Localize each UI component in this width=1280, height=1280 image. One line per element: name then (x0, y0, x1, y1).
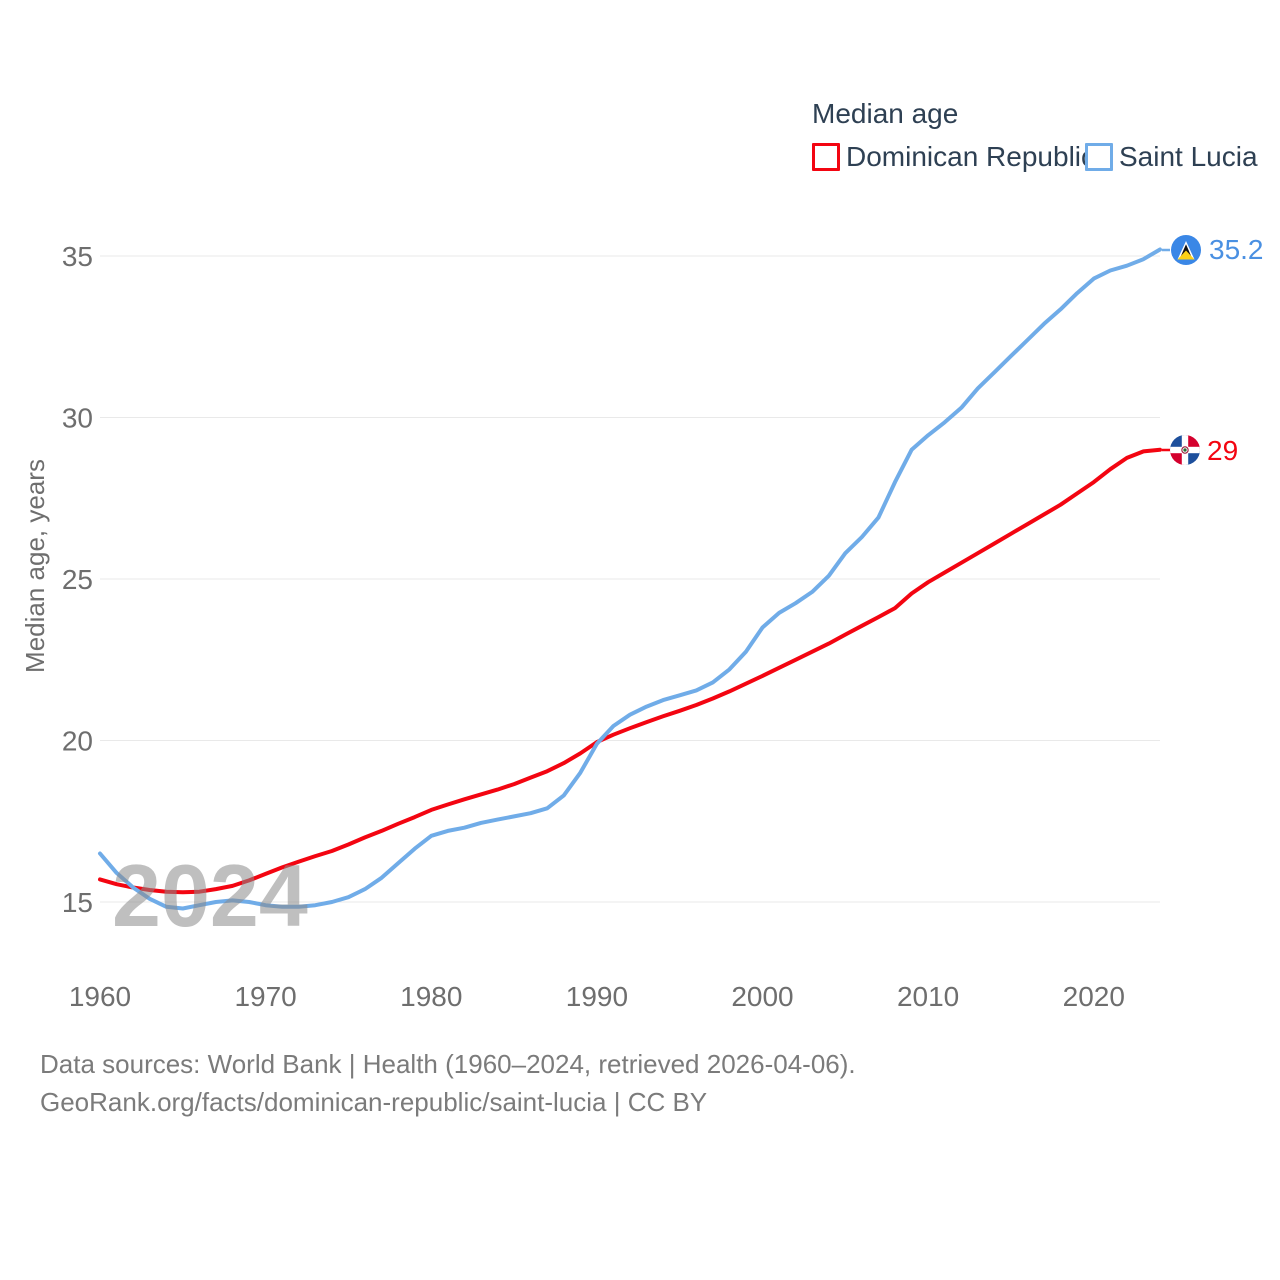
dominican-republic-end-label: 29 (1207, 435, 1238, 466)
dominican-republic-flag-marker (1170, 435, 1200, 465)
watermark-text: 2024 (112, 846, 308, 945)
footer-line1: Data sources: World Bank | Health (1960–… (40, 1049, 856, 1079)
footer: Data sources: World Bank | Health (1960–… (40, 1045, 856, 1121)
y-tick-label: 30 (62, 403, 93, 434)
y-tick-label: 25 (62, 564, 93, 595)
x-tick-label: 2020 (1063, 981, 1125, 1012)
x-tick-label: 1970 (234, 981, 296, 1012)
y-tick-label: 35 (62, 241, 93, 272)
legend-label-saint-lucia: Saint Lucia (1119, 141, 1258, 172)
gridlines-group (100, 255, 1160, 903)
legend-title: Median age (812, 98, 959, 129)
x-tick-label: 2000 (731, 981, 793, 1012)
x-tick-label: 1960 (69, 981, 131, 1012)
x-tick-label: 1980 (400, 981, 462, 1012)
y-tick-label: 20 (62, 726, 93, 757)
saint-lucia-end-label: 35.2 (1209, 234, 1264, 265)
x-tick-labels-group: 1960 1970 1980 1990 2000 2010 2020 (69, 981, 1125, 1012)
y-tick-labels-group: 15 20 25 30 35 (62, 241, 93, 918)
dr-flag-emblem-center (1183, 448, 1187, 452)
footer-line2: GeoRank.org/facts/dominican-republic/sai… (40, 1087, 708, 1117)
y-axis-title: Median age, years (20, 459, 50, 673)
dominican-republic-swatch (812, 143, 840, 171)
saint-lucia-line (98, 247, 1162, 911)
saint-lucia-swatch (1085, 143, 1113, 171)
y-tick-label: 15 (62, 887, 93, 918)
legend-label-dominican-republic: Dominican Republic (846, 141, 1096, 172)
x-tick-label: 2010 (897, 981, 959, 1012)
saint-lucia-flag-gold-triangle (1177, 250, 1195, 260)
x-tick-label: 1990 (566, 981, 628, 1012)
dominican-republic-line (98, 447, 1162, 895)
saint-lucia-flag-marker (1171, 235, 1201, 265)
